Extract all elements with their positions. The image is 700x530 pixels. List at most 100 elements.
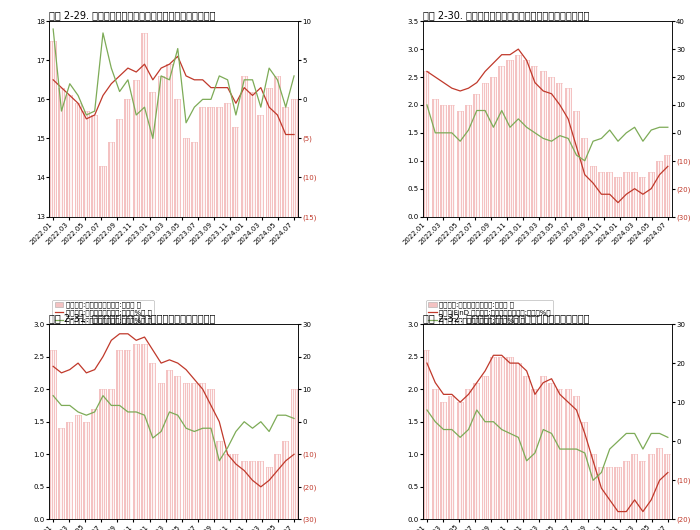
Bar [133,343,140,519]
Bar [183,138,190,530]
Bar [125,99,132,530]
Text: 图表 2-32. 圆通快递快递单票价格及同环比增速（元，月）: 图表 2-32. 圆通快递快递单票价格及同环比增速（元，月） [423,313,589,323]
Bar [556,389,564,519]
Bar [548,77,555,217]
Bar [258,115,265,530]
Bar [166,369,173,519]
Bar [249,92,256,530]
Bar [191,143,198,530]
Bar [241,76,248,530]
Bar [507,357,514,519]
Text: 图表 2-30. 韵达股份快递单票价格及同环比增速（元，月）: 图表 2-30. 韵达股份快递单票价格及同环比增速（元，月） [423,11,589,21]
Bar [656,161,663,217]
Bar [249,461,256,519]
Bar [290,389,298,519]
Bar [548,383,555,519]
Bar [565,88,572,217]
Bar [290,99,298,530]
Bar [448,105,456,217]
Bar [656,448,663,519]
Bar [623,461,630,519]
Bar [565,389,572,519]
Bar [664,454,671,519]
Bar [531,389,538,519]
Bar [432,389,439,519]
Bar [199,107,206,530]
Bar [149,92,156,530]
Bar [58,428,65,519]
Bar [141,33,148,530]
Bar [158,76,164,530]
Bar [456,111,463,217]
Bar [507,60,514,217]
Bar [282,441,289,519]
Bar [258,461,265,519]
Bar [83,422,90,519]
Bar [573,396,580,519]
Bar [133,80,140,530]
Bar [540,72,547,217]
Bar [473,94,480,217]
Bar [473,383,480,519]
Bar [615,178,622,217]
Bar [224,454,231,519]
Bar [50,41,57,530]
Text: 图表 2-29. 顺丰控股快递单票价格及同环比增速（元，月）: 图表 2-29. 顺丰控股快递单票价格及同环比增速（元，月） [49,11,216,21]
Legend: 韵达股份:快递产品单票收入:当月值 月, 同花顺iFinD 韵达股份:快递服务单票收入:同比（%）, 韵达股份:快递服务单票收入:环比（%） 月: 韵达股份:快递产品单票收入:当月值 月, 同花顺iFinD 韵达股份:快递服务单… [426,299,553,326]
Bar [274,454,281,519]
Bar [191,383,198,519]
Bar [448,396,456,519]
Bar [66,422,74,519]
Bar [440,402,447,519]
Bar [573,111,580,217]
Bar [631,454,638,519]
Bar [615,467,622,519]
Bar [540,376,547,519]
Bar [482,376,489,519]
Bar [174,99,181,530]
Bar [91,115,98,530]
Bar [224,103,231,530]
Bar [91,409,98,519]
Bar [74,103,82,530]
Bar [639,178,647,217]
Bar [498,66,505,217]
Bar [581,422,588,519]
Bar [58,87,65,530]
Text: 图表 2-31. 申通快递快递单票价格及同环比增速（元，月）: 图表 2-31. 申通快递快递单票价格及同环比增速（元，月） [49,313,216,323]
Bar [514,363,522,519]
Bar [490,357,497,519]
Bar [598,172,605,217]
Bar [158,383,164,519]
Bar [482,83,489,217]
Bar [523,60,530,217]
Bar [440,105,447,217]
Bar [606,467,613,519]
Bar [514,55,522,217]
Bar [598,467,605,519]
Bar [108,143,115,530]
Bar [606,172,613,217]
Bar [274,76,281,530]
Bar [125,350,132,519]
Bar [66,95,74,530]
Bar [141,343,148,519]
Bar [282,107,289,530]
Bar [631,172,638,217]
Bar [424,350,430,519]
Bar [639,461,647,519]
Bar [216,441,223,519]
Bar [174,376,181,519]
Bar [432,99,439,217]
Bar [265,87,273,530]
Bar [523,376,530,519]
Bar [589,166,596,217]
Bar [531,66,538,217]
Text: 资料来源：万得，中银证券: 资料来源：万得，中银证券 [49,357,104,366]
Text: 资料来源：万得，中银证券: 资料来源：万得，中银证券 [423,357,478,366]
Bar [623,172,630,217]
Bar [108,389,115,519]
Bar [648,454,654,519]
Bar [99,166,106,530]
Bar [116,350,123,519]
